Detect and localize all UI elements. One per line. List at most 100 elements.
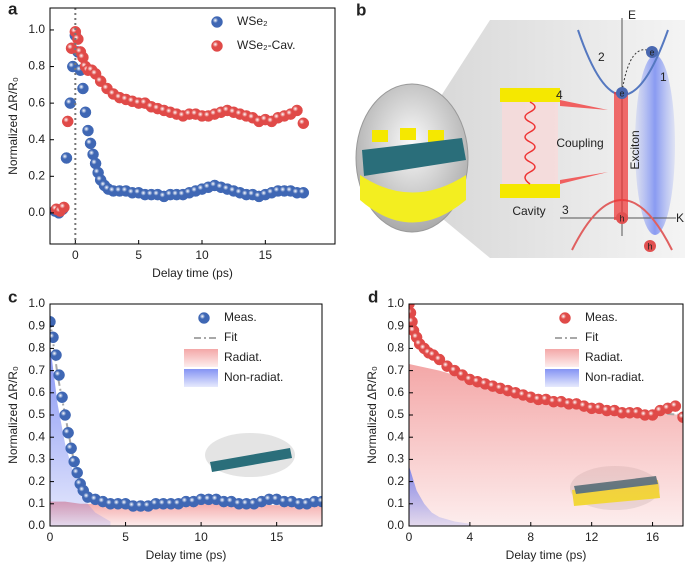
y-tick-label: 0.5 — [28, 407, 45, 421]
data-point — [50, 349, 62, 361]
legend-label: WSe₂-Cav. — [237, 38, 295, 52]
data-point — [291, 104, 303, 117]
x-tick-label: 0 — [72, 248, 79, 262]
legend-marker — [545, 349, 579, 367]
monolayer — [362, 138, 466, 176]
pad — [400, 128, 416, 140]
data-point — [94, 75, 107, 87]
legend-label: WSe₂ — [237, 14, 268, 28]
cavity-wave — [524, 101, 536, 185]
x-tick-label: 10 — [195, 248, 209, 262]
coupling-arrow — [560, 100, 608, 110]
data-point — [58, 201, 70, 214]
y-tick-label: 0.0 — [28, 205, 45, 219]
x-tick-label: 16 — [646, 530, 660, 544]
inset-layer — [210, 448, 292, 472]
x-tick-label: 0 — [47, 530, 54, 544]
data-point — [433, 353, 446, 366]
y-tick-label: 1.0 — [28, 22, 45, 36]
y-axis-label: Normalized ΔR/R₀ — [365, 366, 379, 464]
chart: c 0 5 10 15 0.0 0.1 0.2 0.3 0.4 0.5 0.6 0.7 0.8 0.9 1.0… — [6, 287, 323, 562]
y-tick-label: 1.0 — [387, 296, 404, 310]
y-tick-label: 0.2 — [387, 474, 404, 488]
data-point — [56, 391, 68, 403]
x-tick-label: 15 — [259, 248, 273, 262]
panel-label: d — [368, 287, 378, 306]
legend-marker — [545, 369, 579, 387]
electron-label: e — [619, 88, 624, 98]
legend-marker — [211, 16, 223, 28]
absorption — [635, 55, 675, 235]
exciton-level — [614, 92, 628, 220]
y-tick-label: 0.7 — [28, 363, 45, 377]
data-point — [297, 187, 310, 199]
y-tick-label: 0.2 — [28, 474, 45, 488]
y-tick-label: 0.3 — [28, 452, 45, 466]
x-tick-label: 10 — [194, 530, 208, 544]
x-axis-label: Delay time (ps) — [152, 266, 233, 280]
legend-marker — [211, 40, 223, 52]
chart: a 0 5 10 15 0.0 0.2 0.4 0.6 0.8 1.0 Delay time (ps)… — [6, 0, 336, 280]
pad — [372, 130, 388, 142]
x-tick-label: 5 — [122, 530, 129, 544]
legend-label: Radiat. — [585, 350, 623, 364]
step-label: 4 — [556, 88, 563, 102]
data-point — [669, 400, 682, 412]
legend-label: Fit — [585, 330, 599, 344]
mirror — [500, 88, 560, 102]
axes-frame — [49, 303, 323, 527]
legend-marker — [198, 312, 210, 324]
step-label: 2 — [598, 50, 605, 64]
y-tick-label: 1.0 — [28, 296, 45, 310]
legend-marker — [184, 369, 218, 387]
legend-label: Non-radiat. — [585, 370, 644, 384]
data-point — [316, 495, 322, 508]
substrate — [360, 175, 466, 223]
legend-label: Fit — [224, 330, 238, 344]
inset-c — [205, 433, 295, 477]
y-tick-label: 0.4 — [28, 132, 45, 146]
pad — [428, 130, 444, 142]
data-point — [72, 33, 84, 45]
y-tick-label: 0.7 — [387, 363, 404, 377]
x-tick-label: 5 — [135, 248, 142, 262]
hole-label: h — [619, 213, 624, 223]
area — [409, 363, 683, 526]
data-point — [60, 152, 73, 164]
data-point — [65, 442, 77, 455]
y-tick-label: 0.5 — [387, 407, 404, 421]
hole — [616, 212, 628, 224]
diagram: b Cavity Coupling 4 3 E K Exciton 2 1 e … — [355, 0, 685, 258]
fit-line — [50, 319, 322, 505]
y-tick-label: 0.8 — [28, 341, 45, 355]
x-tick-label: 4 — [467, 530, 474, 544]
chart: d 0 4 8 12 16 0.0 0.1 0.2 0.3 0.4 0.5 0.6 0.7 0.8 0.9 1.… — [365, 287, 684, 562]
legend-label: Radiat. — [224, 350, 262, 364]
axes-frame — [49, 7, 336, 245]
y-tick-label: 0.0 — [387, 518, 404, 532]
plot-area — [50, 26, 310, 219]
y-tick-label: 0.6 — [28, 385, 45, 399]
panel-label: c — [8, 287, 17, 306]
data-point — [53, 369, 65, 381]
legend-label: Non-radiat. — [224, 370, 283, 384]
coupling-arrow — [560, 172, 608, 184]
hole-label: h — [647, 241, 652, 251]
data-point — [677, 411, 683, 423]
data-point — [82, 124, 94, 137]
x-tick-label: 12 — [585, 530, 599, 544]
electron — [616, 87, 628, 99]
y-tick-label: 0.4 — [28, 429, 45, 443]
data-point — [84, 137, 97, 150]
data-point — [59, 409, 71, 421]
data-point — [50, 316, 56, 328]
legend-marker — [184, 349, 218, 367]
y-tick-label: 0.2 — [28, 168, 45, 182]
area — [409, 466, 470, 526]
y-tick-label: 0.8 — [28, 59, 45, 73]
x-axis-label: Delay time (ps) — [506, 548, 587, 562]
y-axis-label: Normalized ΔR/R₀ — [6, 366, 20, 464]
x-tick-label: 8 — [527, 530, 534, 544]
legend-label: Meas. — [224, 310, 257, 324]
